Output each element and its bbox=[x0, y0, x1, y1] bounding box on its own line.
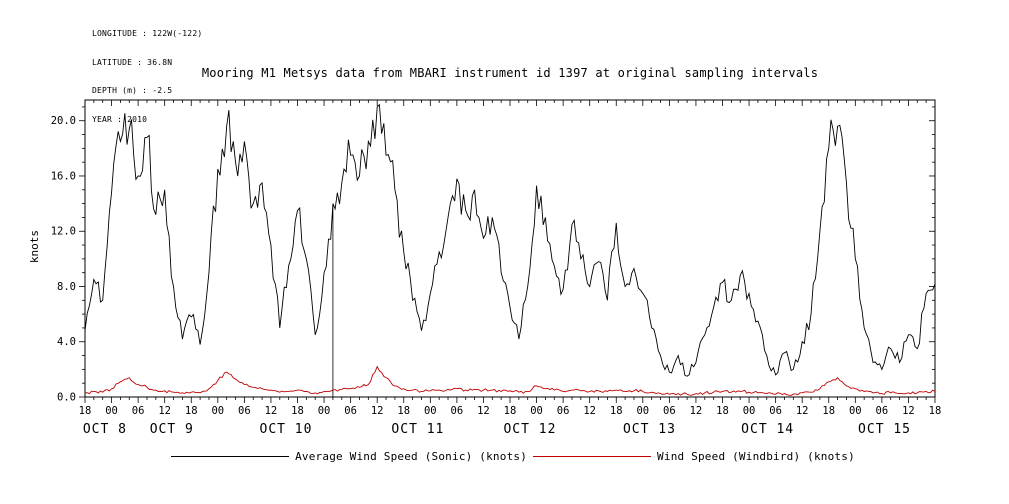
x-tick-label: 12 bbox=[796, 405, 809, 417]
x-tick-label: 12 bbox=[265, 405, 278, 417]
y-tick-label: 4.0 bbox=[57, 336, 76, 348]
y-tick-label: 12.0 bbox=[51, 226, 76, 238]
x-tick-label: 00 bbox=[424, 405, 437, 417]
date-label: OCT 12 bbox=[503, 422, 556, 437]
x-tick-label: 12 bbox=[371, 405, 384, 417]
x-tick-label: 06 bbox=[132, 405, 145, 417]
x-tick-label: 00 bbox=[849, 405, 862, 417]
x-tick-label: 00 bbox=[636, 405, 649, 417]
legend-line-windbird-icon bbox=[533, 456, 652, 457]
x-tick-label: 06 bbox=[876, 405, 889, 417]
y-tick-label: 8.0 bbox=[57, 281, 76, 293]
x-tick-label: 18 bbox=[716, 405, 729, 417]
x-tick-label: 18 bbox=[397, 405, 410, 417]
x-tick-label: 12 bbox=[477, 405, 490, 417]
legend-line-sonic-icon bbox=[171, 456, 290, 457]
plot-info-block: LONGITUDE : 122W(-122) LATITUDE : 36.8N … bbox=[92, 10, 202, 143]
date-label: OCT 8 bbox=[83, 422, 127, 437]
legend-label-sonic: Average Wind Speed (Sonic) (knots) bbox=[295, 450, 528, 463]
info-longitude: LONGITUDE : 122W(-122) bbox=[92, 29, 203, 38]
series-line-sonic bbox=[84, 103, 936, 377]
date-label: OCT 11 bbox=[391, 422, 444, 437]
x-tick-label: 06 bbox=[238, 405, 251, 417]
x-tick-label: 00 bbox=[743, 405, 756, 417]
x-tick-label: 00 bbox=[211, 405, 224, 417]
x-tick-label: 12 bbox=[902, 405, 915, 417]
info-depth: DEPTH (m) : -2.5 bbox=[92, 86, 173, 95]
x-tick-label: 18 bbox=[610, 405, 623, 417]
x-tick-label: 12 bbox=[583, 405, 596, 417]
y-tick-label: 16.0 bbox=[51, 170, 76, 182]
info-year: YEAR : 2010 bbox=[92, 114, 148, 124]
x-tick-label: 18 bbox=[929, 405, 942, 417]
plot-title: Mooring M1 Metsys data from MBARI instru… bbox=[201, 66, 819, 80]
x-tick-label: 18 bbox=[822, 405, 835, 417]
x-tick-label: 18 bbox=[79, 405, 92, 417]
date-label: OCT 13 bbox=[623, 422, 676, 437]
x-tick-label: 18 bbox=[185, 405, 198, 417]
x-tick-label: 18 bbox=[291, 405, 304, 417]
series-line-windbird bbox=[84, 365, 936, 396]
legend: Average Wind Speed (Sonic) (knots) Wind … bbox=[0, 450, 1009, 463]
x-tick-label: 18 bbox=[504, 405, 517, 417]
date-label: OCT 15 bbox=[858, 422, 911, 437]
x-tick-label: 00 bbox=[530, 405, 543, 417]
date-label: OCT 10 bbox=[260, 422, 313, 437]
x-tick-label: 12 bbox=[158, 405, 171, 417]
x-tick-label: 00 bbox=[318, 405, 331, 417]
y-tick-label: 20.0 bbox=[51, 115, 76, 127]
x-tick-label: 06 bbox=[769, 405, 782, 417]
legend-label-windbird: Wind Speed (Windbird) (knots) bbox=[657, 450, 855, 463]
date-label: OCT 14 bbox=[741, 422, 794, 437]
info-latitude: LATITUDE : 36.8N bbox=[92, 57, 173, 67]
x-tick-label: 00 bbox=[105, 405, 118, 417]
x-tick-label: 06 bbox=[663, 405, 676, 417]
x-tick-label: 12 bbox=[690, 405, 703, 417]
x-tick-label: 06 bbox=[451, 405, 464, 417]
x-tick-label: 06 bbox=[557, 405, 570, 417]
plot-frame bbox=[84, 99, 936, 398]
wind-chart-svg: 18 00 06 12 18 00 06 12 18 00 06 12 18 00 06 12 18 00 06 12… bbox=[51, 99, 942, 437]
date-label: OCT 9 bbox=[150, 422, 194, 437]
x-tick-label: 06 bbox=[344, 405, 357, 417]
y-tick-label: 0.0 bbox=[57, 392, 76, 404]
